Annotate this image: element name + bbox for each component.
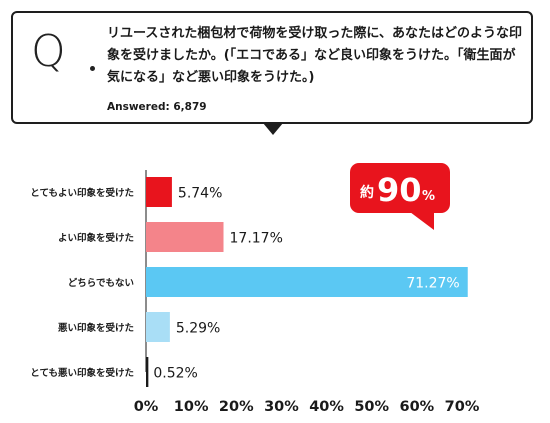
data-label: 0.52% bbox=[153, 366, 197, 382]
bar-2 bbox=[146, 222, 224, 252]
x-tick-label: 20% bbox=[219, 399, 254, 415]
data-label: 71.27% bbox=[406, 276, 459, 292]
bar-1 bbox=[146, 177, 172, 207]
x-tick-label: 60% bbox=[399, 399, 434, 415]
category-label: とてもよい印象を受けた bbox=[30, 187, 134, 199]
question-dot bbox=[90, 66, 95, 71]
badge-unit: % bbox=[422, 189, 435, 204]
data-label: 17.17% bbox=[230, 231, 283, 247]
category-label: よい印象を受けた bbox=[58, 232, 134, 244]
badge-value: 90 bbox=[377, 171, 422, 209]
category-label: どちらでもない bbox=[68, 277, 134, 289]
answered-count: Answered: 6,879 bbox=[107, 101, 207, 113]
x-tick-label: 40% bbox=[309, 399, 344, 415]
x-tick-label: 10% bbox=[174, 399, 209, 415]
question-text: リユースされた梱包材で荷物を受け取った際に、あなたはどのような印象を受けましたか… bbox=[107, 26, 522, 85]
badge-prefix: 約 bbox=[360, 184, 374, 201]
x-tick-label: 70% bbox=[445, 399, 480, 415]
highlight-badge bbox=[350, 163, 450, 213]
speech-bubble-tail bbox=[263, 123, 283, 135]
category-label: とても悪い印象を受けた bbox=[30, 367, 134, 379]
question-letter: Q bbox=[31, 26, 66, 77]
data-label: 5.74% bbox=[178, 186, 222, 202]
bar-5 bbox=[146, 357, 149, 387]
x-tick-label: 30% bbox=[264, 399, 299, 415]
category-label: 悪い印象を受けた bbox=[58, 322, 134, 334]
badge-pointer bbox=[410, 212, 434, 230]
x-tick-label: 50% bbox=[354, 399, 389, 415]
data-label: 5.29% bbox=[176, 321, 220, 337]
bar-4 bbox=[146, 312, 170, 342]
question-box: Q リユースされた梱包材で荷物を受け取った際に、あなたはどのような印象を受けまし… bbox=[11, 11, 533, 124]
x-tick-label: 0% bbox=[134, 399, 159, 415]
bar-3 bbox=[146, 267, 468, 297]
